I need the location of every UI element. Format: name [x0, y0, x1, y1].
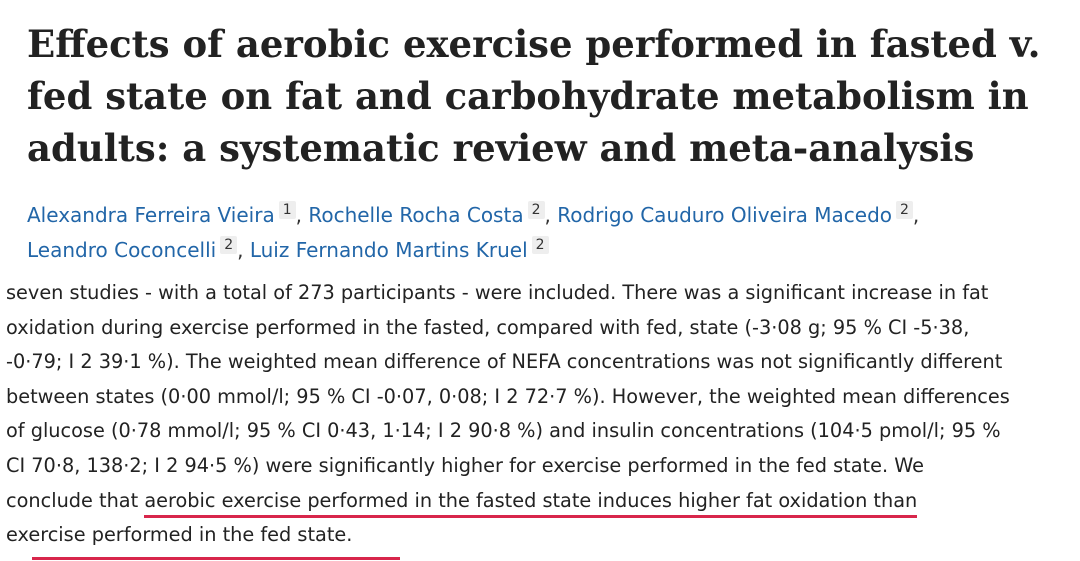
author-separator: ,	[912, 203, 920, 227]
author-separator: ,	[295, 203, 302, 227]
abstract-line: of glucose (0·78 mmol/l; 95 % CI 0·43, 1…	[6, 419, 1001, 443]
affiliation-badge[interactable]: 2	[220, 236, 238, 254]
abstract-line: seven studies - with a total of 273 part…	[6, 281, 989, 304]
highlighted-conclusion: aerobic exercise performed in the fasted…	[144, 488, 918, 518]
abstract-line: exercise performed in the fed state.	[6, 523, 353, 547]
author-link[interactable]: Alexandra Ferreira Vieira	[27, 203, 275, 227]
abstract-line: CI 70·8, 138·2; I 2 94·5 %) were signifi…	[6, 453, 925, 477]
highlight-underline	[32, 557, 400, 560]
article-title: Effects of aerobic exercise performed in…	[27, 22, 1041, 170]
author-link[interactable]: Leandro Coconcelli	[27, 238, 217, 262]
abstract-line: conclude that aerobic exercise performed…	[6, 484, 1080, 519]
abstract-line: -0·79; I 2 39·1 %). The weighted mean di…	[6, 350, 1003, 374]
abstract-line: oxidation during exercise performed in t…	[6, 315, 970, 339]
affiliation-badge[interactable]: 2	[896, 201, 913, 219]
abstract-text: seven studies - with a total of 273 part…	[6, 276, 1080, 553]
affiliation-badge[interactable]: 2	[527, 201, 545, 219]
author-link[interactable]: Rodrigo Cauduro Oliveira Macedo	[557, 203, 892, 227]
affiliation-badge[interactable]: 1	[278, 201, 296, 219]
author-separator: ,	[544, 203, 551, 227]
affiliation-badge[interactable]: 2	[531, 236, 549, 254]
author-link[interactable]: Luiz Fernando Martins Kruel	[249, 238, 528, 262]
abstract-line: between states (0·00 mmol/l; 95 % CI -0·…	[6, 384, 1010, 408]
author-separator: ,	[237, 238, 244, 262]
author-link[interactable]: Rochelle Rocha Costa	[308, 203, 524, 227]
conclusion-lead: conclude that	[6, 488, 145, 512]
author-list: Alexandra Ferreira Vieira 1, Rochelle Roc…	[27, 198, 1067, 268]
